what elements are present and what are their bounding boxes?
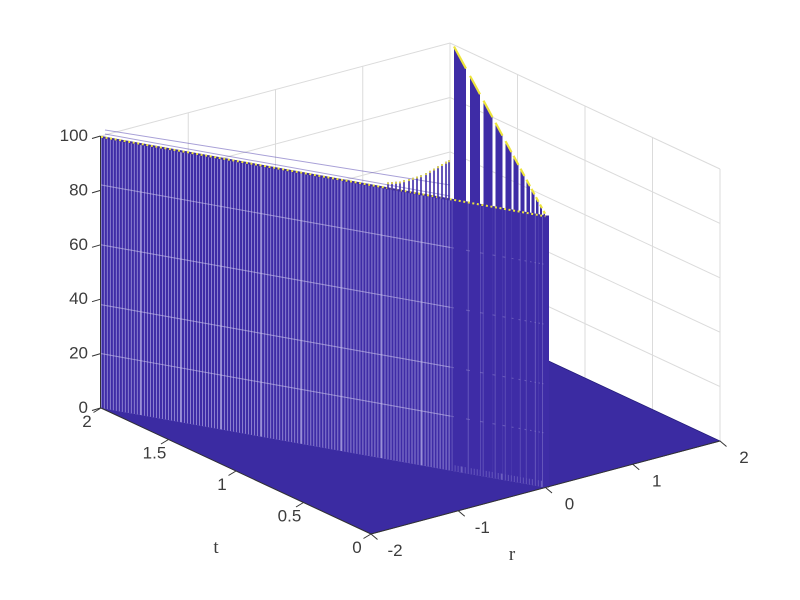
bar-peak-cap	[494, 122, 504, 137]
t-tick-mark	[93, 407, 102, 413]
grid-z-t2wall	[222, 97, 451, 159]
r-tick-label: 2	[739, 448, 748, 467]
wavefront-bar	[505, 141, 512, 476]
wavefront-bar	[483, 100, 493, 473]
wavefront-bar	[531, 188, 535, 480]
z-tick-label: 20	[69, 344, 88, 363]
wavefront-bar	[526, 179, 530, 479]
bar-peak-cap	[535, 196, 540, 203]
z-tick-mark	[91, 353, 101, 357]
r-tick-mark	[457, 510, 466, 517]
z-tick-mark	[91, 135, 101, 139]
r-axis-label: r	[509, 544, 516, 565]
t-tick-label: 2	[82, 412, 91, 431]
wavefront-bar	[513, 155, 519, 477]
z-tick-mark	[91, 189, 101, 194]
r-tick-label: 0	[565, 495, 574, 514]
z-tick-label: 60	[69, 235, 88, 254]
z-tick-label: 40	[69, 289, 88, 308]
t-tick-mark	[160, 439, 169, 445]
crest-yellow-fringe	[100, 135, 546, 218]
bar-peak-cap	[530, 188, 536, 195]
t-tick-mark	[228, 470, 237, 476]
z-tick-mark	[91, 244, 101, 248]
z-tick-label: 100	[60, 126, 88, 145]
axes-ticks-and-labels: 0 20 40 60 80 100 0 0.5 1 1.5 2 -2 -1 0 1 2 t r	[60, 126, 749, 565]
wavefront-bar	[536, 197, 539, 481]
echo-ridge	[104, 129, 451, 186]
grid-z-r2wall	[449, 151, 721, 279]
r-tick-mark	[632, 463, 640, 471]
r-tick-label: -2	[387, 541, 402, 560]
bar-peak-cap	[504, 140, 513, 153]
t-tick-mark	[363, 533, 372, 539]
bar-peak-cap	[525, 179, 531, 187]
r-tick-mark	[719, 440, 727, 447]
wavefront-bar	[540, 204, 542, 481]
bar-peak-cap	[453, 45, 467, 70]
wavefront-bar	[454, 46, 466, 468]
bar-peak-cap	[539, 203, 543, 209]
wavefront-bars	[100, 45, 549, 488]
r-tick-label: 1	[652, 471, 661, 490]
bar-peak-cap	[469, 75, 481, 95]
bar-peak-cap	[482, 100, 494, 118]
t-tick-label: 0.5	[278, 507, 302, 526]
bar-peak-cap	[542, 210, 546, 215]
t-tick-label: 0	[352, 538, 361, 557]
t-tick-label: 1	[217, 475, 226, 494]
t-axis-label: t	[213, 537, 219, 558]
z-tick-label: 0	[79, 398, 88, 417]
wavefront-bar	[470, 75, 480, 470]
wavefront-bar	[495, 122, 503, 474]
r-tick-mark	[370, 533, 378, 540]
z-tick-mark	[91, 407, 101, 411]
z-tick-mark	[91, 298, 101, 303]
t-tick-label: 1.5	[143, 444, 167, 463]
grid-z-t2wall	[344, 151, 451, 181]
wavefront-bar	[543, 210, 545, 482]
wavefront-bar	[520, 168, 525, 478]
bar-peak-cap	[519, 168, 526, 177]
r-tick-label: -1	[475, 518, 490, 537]
grid-z-r2wall	[449, 96, 721, 224]
z-tick-label: 80	[69, 180, 88, 199]
t-tick-mark	[295, 502, 304, 508]
r-tick-mark	[545, 487, 553, 494]
bar-peak-cap	[512, 155, 520, 166]
